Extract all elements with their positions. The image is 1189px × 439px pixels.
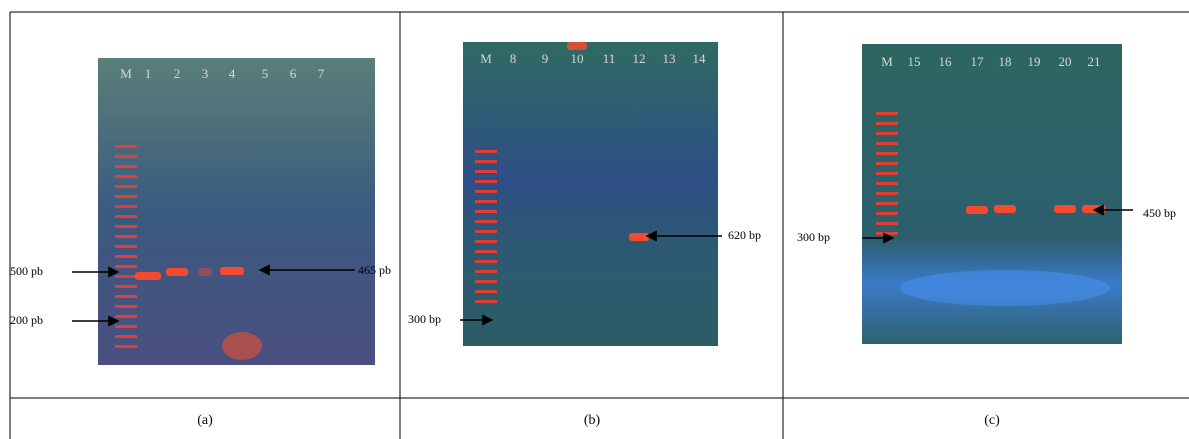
ladder-band [475, 260, 497, 263]
ladder-band [876, 232, 898, 235]
lane-label: 11 [603, 51, 616, 66]
panel-caption: (a) [197, 413, 213, 428]
ladder-band [475, 180, 497, 183]
ladder-band [115, 265, 137, 268]
ladder-band [115, 245, 137, 248]
size-label: 200 pb [10, 313, 43, 327]
lane-label: 17 [971, 54, 985, 69]
size-label: 300 bp [797, 230, 830, 244]
ladder-band [475, 230, 497, 233]
lane-label: 9 [542, 51, 549, 66]
lane-label: 20 [1059, 54, 1072, 69]
lane-label: 18 [999, 54, 1012, 69]
ladder-band [876, 162, 898, 165]
lane-label: 1 [145, 66, 152, 81]
lane-label: 4 [229, 66, 236, 81]
dna-band [994, 205, 1016, 213]
ladder-band [475, 150, 497, 153]
dna-band [629, 233, 649, 241]
ladder-band [876, 192, 898, 195]
ladder-band [876, 122, 898, 125]
dna-band [1054, 205, 1076, 213]
ladder-band [876, 202, 898, 205]
ladder-band [115, 185, 137, 188]
ladder-band [115, 215, 137, 218]
lane-label: M [881, 54, 893, 69]
ladder-band [876, 142, 898, 145]
ladder-band [115, 285, 137, 288]
dna-band [135, 272, 161, 280]
dna-band [198, 268, 212, 276]
ladder-band [475, 160, 497, 163]
ladder-band [115, 325, 137, 328]
ladder-band [475, 170, 497, 173]
lane-label: 12 [633, 51, 646, 66]
ladder-band [115, 305, 137, 308]
dna-band [1082, 205, 1106, 213]
ladder-band [115, 195, 137, 198]
dna-band [567, 42, 587, 50]
ladder-band [115, 275, 137, 278]
ladder-band [475, 270, 497, 273]
lane-label: 16 [939, 54, 953, 69]
ladder-band [115, 335, 137, 338]
ladder-band [475, 220, 497, 223]
lane-label: 13 [663, 51, 676, 66]
ladder-band [115, 235, 137, 238]
size-label: 465 pb [358, 263, 391, 277]
ladder-band [876, 112, 898, 115]
size-label: 300 bp [408, 312, 441, 326]
ladder-band [876, 132, 898, 135]
gel-glow [900, 270, 1110, 306]
ladder-band [475, 190, 497, 193]
ladder-band [475, 290, 497, 293]
size-label: 620 bp [728, 228, 761, 242]
lane-label: 2 [174, 66, 181, 81]
ladder-band [115, 315, 137, 318]
panel-caption: (c) [984, 413, 1000, 428]
ladder-band [115, 145, 137, 148]
size-label: 500 pb [10, 264, 43, 278]
ladder-band [475, 250, 497, 253]
ladder-band [876, 152, 898, 155]
dna-band [220, 267, 244, 275]
lane-label: 7 [318, 66, 325, 81]
dna-band [166, 268, 188, 276]
lane-label: 5 [262, 66, 269, 81]
lane-label: 6 [290, 66, 297, 81]
gel-spot [222, 332, 262, 360]
ladder-band [115, 225, 137, 228]
lane-label: 8 [510, 51, 517, 66]
ladder-band [115, 175, 137, 178]
size-label: 450 bp [1143, 206, 1176, 220]
gel-image [98, 58, 375, 365]
ladder-band [115, 165, 137, 168]
lane-label: 21 [1088, 54, 1101, 69]
ladder-band [115, 155, 137, 158]
ladder-band [876, 212, 898, 215]
ladder-band [115, 295, 137, 298]
ladder-band [876, 222, 898, 225]
dna-band [966, 206, 988, 214]
ladder-band [475, 300, 497, 303]
ladder-band [475, 200, 497, 203]
lane-label: 15 [908, 54, 921, 69]
ladder-band [475, 280, 497, 283]
gel-image [463, 42, 718, 346]
panel-caption: (b) [584, 413, 601, 428]
ladder-band [475, 240, 497, 243]
lane-label: M [120, 66, 132, 81]
ladder-band [115, 345, 137, 348]
lane-label: 19 [1028, 54, 1041, 69]
lane-label: 10 [571, 51, 584, 66]
ladder-band [115, 255, 137, 258]
lane-label: M [480, 51, 492, 66]
ladder-band [876, 172, 898, 175]
lane-label: 3 [202, 66, 209, 81]
ladder-band [115, 205, 137, 208]
ladder-band [475, 210, 497, 213]
lane-label: 14 [693, 51, 707, 66]
ladder-band [876, 182, 898, 185]
